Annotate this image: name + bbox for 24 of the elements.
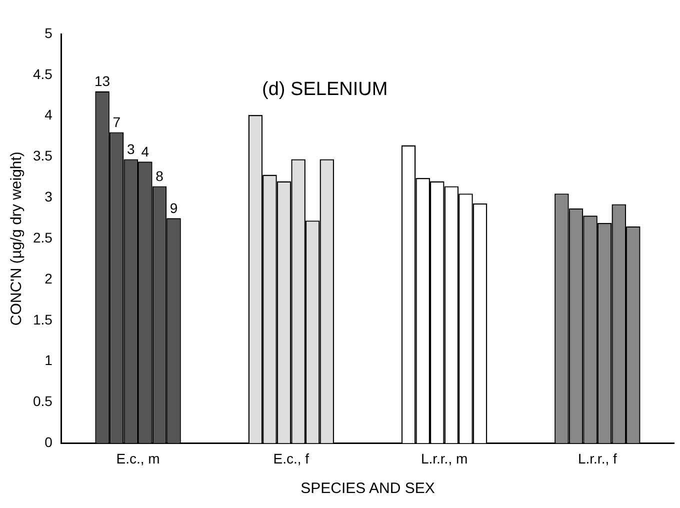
y-tick-label: 2.5	[32, 229, 53, 246]
y-tick-label: 4.5	[32, 66, 53, 82]
x-axis-title: SPECIES AND SEX	[300, 480, 435, 498]
annotation: 9	[170, 200, 178, 216]
x-tick-label: L.r.r., m	[420, 450, 468, 466]
annotation: 7	[112, 114, 121, 130]
x-tick-label: E.c., f	[273, 450, 310, 466]
y-tick-label: 3.5	[32, 148, 53, 164]
y-tick-label: 5	[44, 24, 53, 41]
text: (d) SELENIUM	[262, 79, 388, 100]
annotation: 13	[94, 73, 110, 90]
y-tick-label: 2	[44, 270, 53, 286]
y-tick-label: 1	[44, 352, 53, 368]
y-tick-label: 1.5	[32, 311, 53, 328]
y-axis-title: CONC'N (µg/g dry weight)	[8, 152, 26, 326]
y-tick-label: 4	[44, 106, 53, 123]
y-tick-label: 0.5	[32, 393, 53, 410]
annotation: 4	[141, 144, 150, 160]
x-tick-label: E.c., m	[116, 450, 160, 466]
annotation: 8	[156, 168, 164, 184]
x-tick-label: L.r.r., f	[578, 450, 617, 466]
y-tick-label: 0	[44, 434, 53, 450]
annotation: 3	[126, 141, 135, 158]
y-tick-label: 3	[44, 188, 53, 205]
